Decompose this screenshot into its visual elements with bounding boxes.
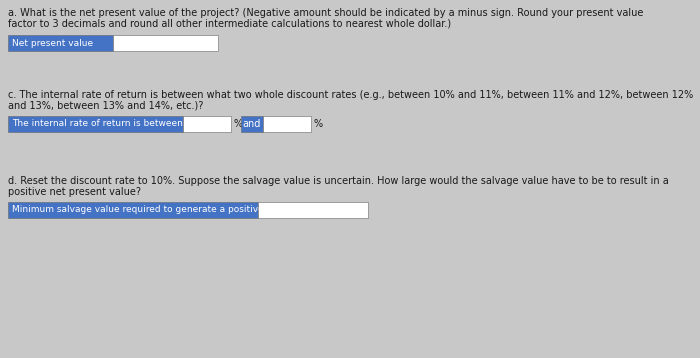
Text: Minimum salvage value required to generate a positive present value: Minimum salvage value required to genera… <box>12 205 329 214</box>
Text: positive net present value?: positive net present value? <box>8 187 141 197</box>
Text: d. Reset the discount rate to 10%. Suppose the salvage value is uncertain. How l: d. Reset the discount rate to 10%. Suppo… <box>8 176 668 186</box>
FancyBboxPatch shape <box>241 116 263 132</box>
Text: and 13%, between 13% and 14%, etc.)?: and 13%, between 13% and 14%, etc.)? <box>8 101 204 111</box>
FancyBboxPatch shape <box>113 35 218 51</box>
Text: %: % <box>313 119 322 129</box>
FancyBboxPatch shape <box>8 116 183 132</box>
FancyBboxPatch shape <box>258 202 368 218</box>
Text: and: and <box>243 119 261 129</box>
Text: %: % <box>233 119 242 129</box>
FancyBboxPatch shape <box>183 116 231 132</box>
FancyBboxPatch shape <box>8 35 113 51</box>
FancyBboxPatch shape <box>8 202 258 218</box>
FancyBboxPatch shape <box>263 116 311 132</box>
Text: Net present value: Net present value <box>12 39 93 48</box>
Text: The internal rate of return is between: The internal rate of return is between <box>12 120 183 129</box>
Text: factor to 3 decimals and round all other intermediate calculations to nearest wh: factor to 3 decimals and round all other… <box>8 19 451 29</box>
Text: c. The internal rate of return is between what two whole discount rates (e.g., b: c. The internal rate of return is betwee… <box>8 90 693 100</box>
Text: a. What is the net present value of the project? (Negative amount should be indi: a. What is the net present value of the … <box>8 8 643 18</box>
